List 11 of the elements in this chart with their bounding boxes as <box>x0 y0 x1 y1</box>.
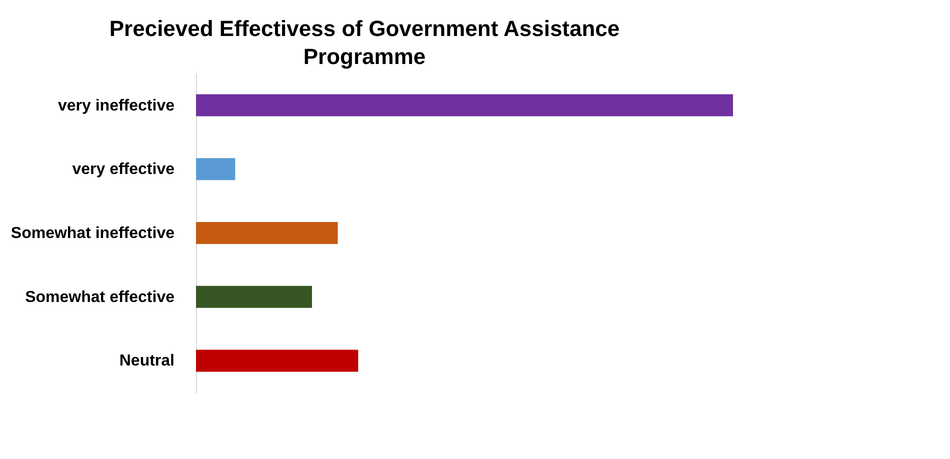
bar <box>196 158 236 180</box>
bar <box>196 94 733 116</box>
bar <box>196 286 312 308</box>
bar <box>196 350 358 372</box>
y-tick-label: very ineffective <box>58 97 175 114</box>
y-tick-label: Neutral <box>119 352 174 370</box>
bar <box>196 222 338 244</box>
y-tick-label: Somewhat effective <box>25 288 175 306</box>
chart-title: Precieved Effectivess of Government Assistance Programme <box>109 16 620 69</box>
y-tick-label: Somewhat ineffective <box>10 225 175 242</box>
y-tick-label: very effective <box>72 161 175 178</box>
